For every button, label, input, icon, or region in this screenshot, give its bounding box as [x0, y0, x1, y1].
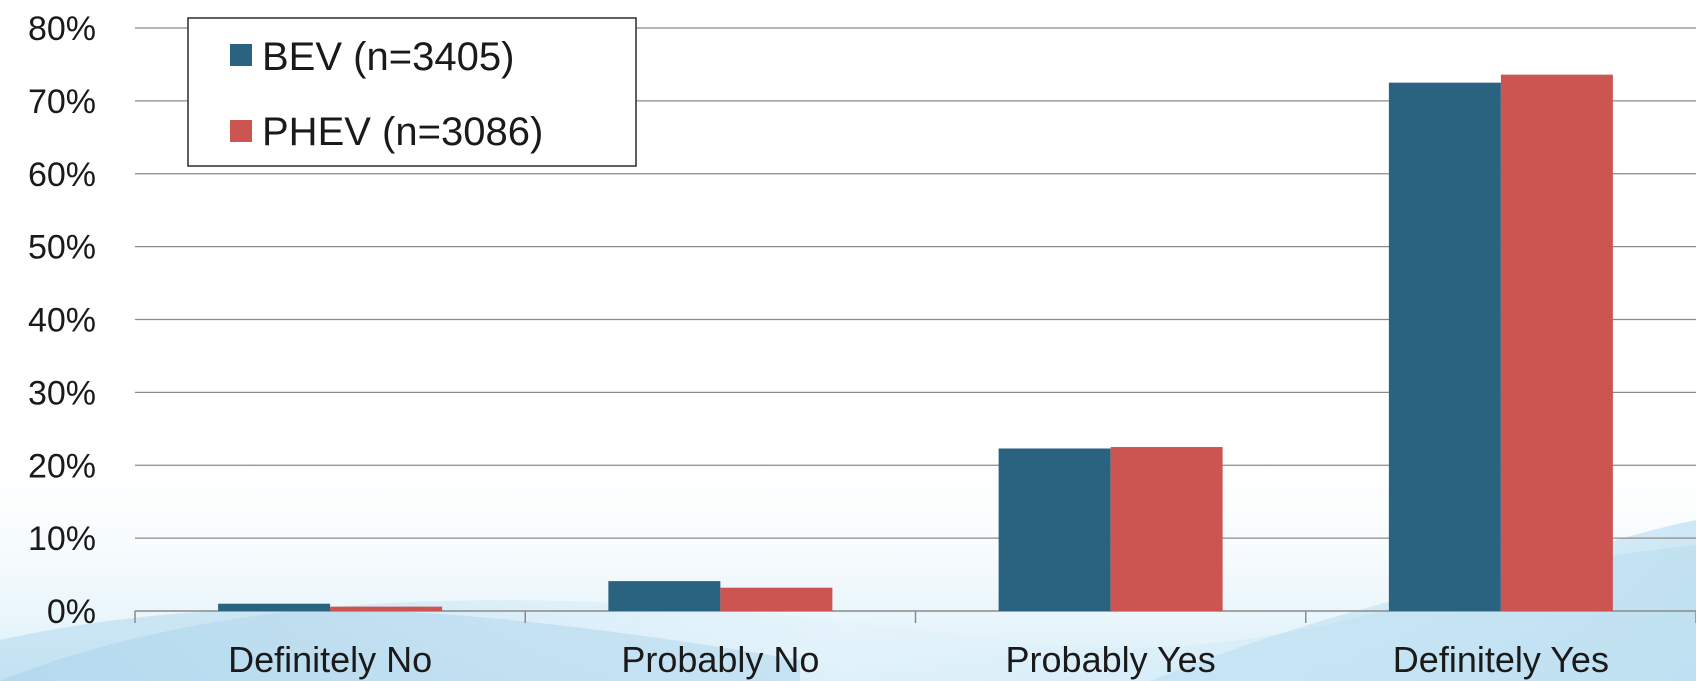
x-axis-category-labels: Definitely No Probably No Probably Yes Defi…: [228, 639, 1609, 680]
y-tick-label: 10%: [28, 520, 96, 558]
y-tick-label: 0%: [47, 593, 96, 631]
legend-item-bev: BEV (n=3405): [230, 35, 514, 79]
y-tick-label: 30%: [28, 374, 96, 412]
y-tick-label: 80%: [28, 10, 96, 48]
bar-phev: [720, 587, 833, 611]
x-category-label: Probably Yes: [1006, 639, 1216, 680]
legend-swatch-phev: [230, 120, 252, 142]
y-tick-label: 20%: [28, 447, 96, 485]
bar-phev: [330, 606, 443, 611]
bar-bev: [998, 448, 1111, 611]
legend-swatch-bev: [230, 44, 252, 66]
y-tick-label: 60%: [28, 156, 96, 194]
bar-phev: [1110, 447, 1223, 611]
bars: [218, 74, 1613, 611]
bar-bev: [608, 581, 721, 611]
y-tick-label: 70%: [28, 83, 96, 121]
bar-bev: [1388, 82, 1501, 611]
bar-bev: [218, 603, 331, 611]
legend: BEV (n=3405) PHEV (n=3086): [187, 17, 637, 167]
y-axis-tick-labels: 0% 10% 20% 30% 40% 50% 60% 70% 80%: [28, 10, 96, 631]
legend-frame: [187, 17, 637, 167]
y-tick-label: 50%: [28, 229, 96, 267]
x-category-label: Definitely Yes: [1393, 639, 1609, 680]
legend-label-bev: BEV (n=3405): [262, 35, 514, 79]
legend-item-phev: PHEV (n=3086): [230, 110, 543, 154]
y-tick-label: 40%: [28, 302, 96, 340]
bar-phev: [1500, 74, 1613, 611]
x-category-label: Probably No: [621, 639, 819, 680]
x-category-label: Definitely No: [228, 639, 432, 680]
legend-label-phev: PHEV (n=3086): [262, 110, 543, 154]
